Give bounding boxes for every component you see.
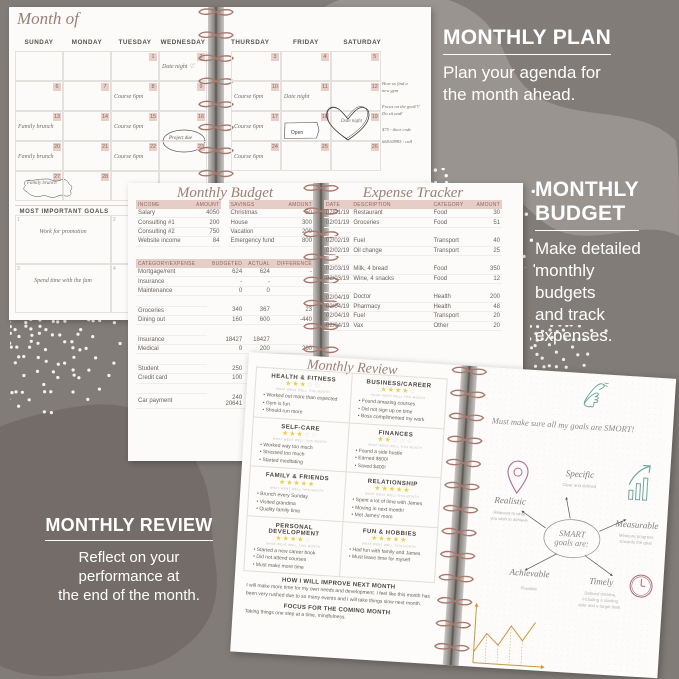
- svg-text:goals are:: goals are:: [554, 537, 589, 549]
- svg-text:Possible: Possible: [520, 586, 537, 592]
- svg-text:Specific: Specific: [565, 468, 594, 480]
- svg-text:Realistic: Realistic: [493, 495, 526, 507]
- svg-text:Timely: Timely: [589, 576, 614, 587]
